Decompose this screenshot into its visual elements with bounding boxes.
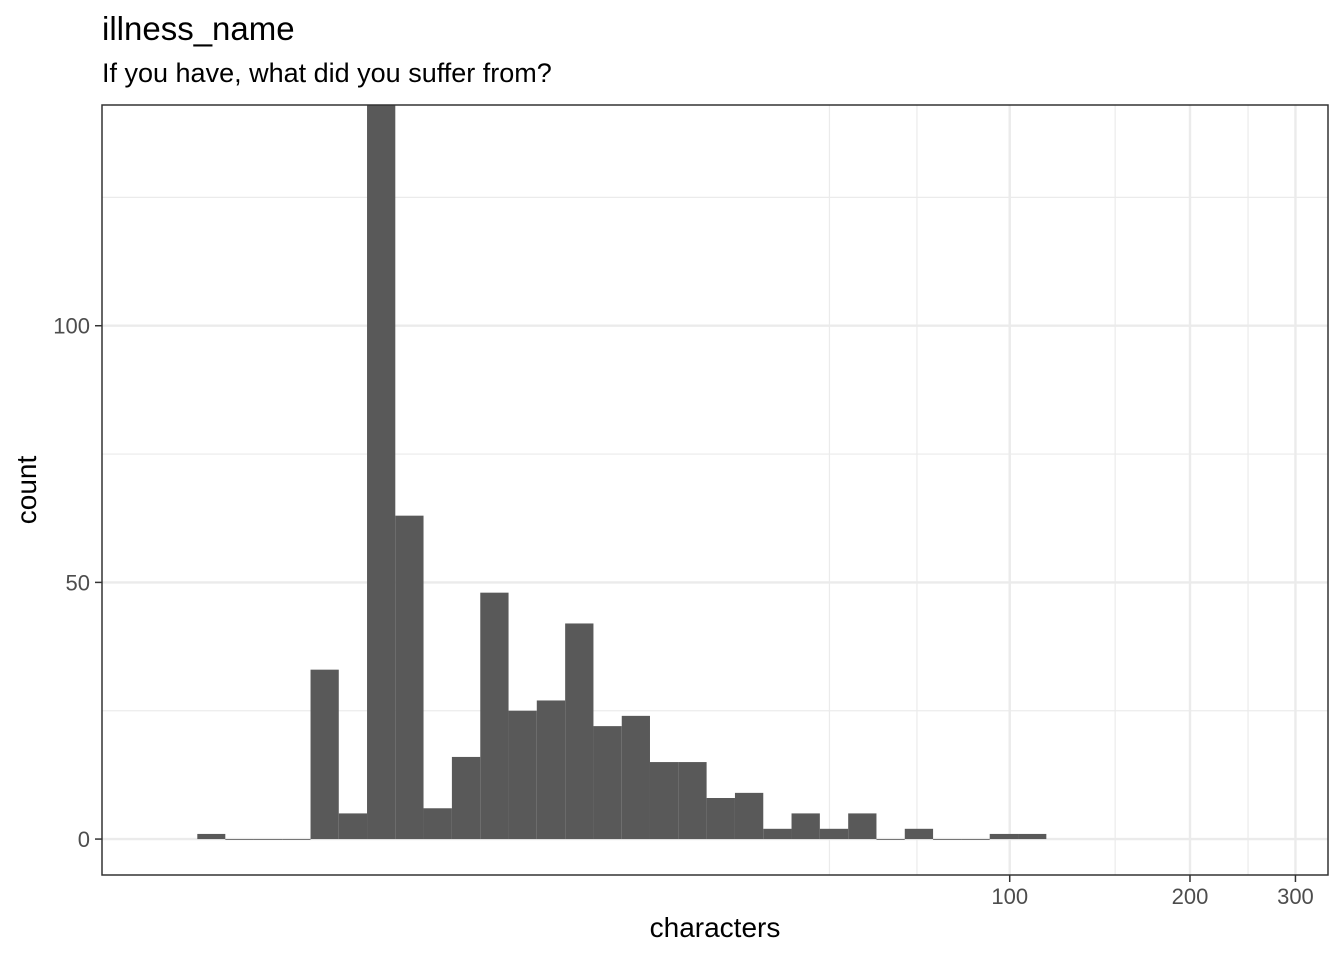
histogram-bar xyxy=(706,798,735,840)
histogram-bar xyxy=(565,623,594,840)
histogram-bar xyxy=(253,839,283,840)
plot-panel-border xyxy=(101,104,1329,876)
histogram-bars xyxy=(197,105,1047,840)
histogram-bar xyxy=(395,515,424,840)
histogram-bar xyxy=(876,839,905,840)
histogram-bar xyxy=(338,813,368,840)
histogram-bar xyxy=(649,762,679,840)
x-tick-label: 100 xyxy=(991,884,1028,909)
x-axis-title: characters xyxy=(649,912,781,943)
histogram-bar xyxy=(508,710,537,840)
histogram-bar xyxy=(848,813,877,840)
histogram-bar xyxy=(961,839,990,840)
histogram-bar xyxy=(451,756,481,840)
histogram-bar xyxy=(1018,833,1047,840)
histogram-bar xyxy=(310,669,339,840)
histogram-bar xyxy=(197,833,226,840)
y-axis-title: count xyxy=(11,455,42,525)
x-axis: 100 200 300 xyxy=(991,875,1314,909)
histogram-bar xyxy=(593,726,622,840)
histogram-bar xyxy=(989,833,1019,840)
y-tick-label: 50 xyxy=(66,570,90,595)
y-axis: 0 50 100 xyxy=(53,314,102,852)
histogram-bar xyxy=(621,715,650,840)
histogram-bar xyxy=(791,813,820,840)
histogram-bar xyxy=(678,762,707,840)
y-tick-label: 100 xyxy=(53,314,90,339)
y-tick-label: 0 xyxy=(78,827,90,852)
histogram-bar xyxy=(734,792,764,840)
plot-panel-background xyxy=(102,105,1328,875)
histogram-bar xyxy=(904,828,934,840)
x-tick-label: 300 xyxy=(1277,884,1314,909)
histogram-bar xyxy=(480,592,509,840)
x-tick-label: 200 xyxy=(1172,884,1209,909)
histogram-bar xyxy=(225,839,254,840)
grid-lines xyxy=(102,105,1328,875)
histogram-bar xyxy=(819,828,849,840)
chart-subtitle: If you have, what did you suffer from? xyxy=(102,58,552,88)
histogram-bar xyxy=(933,839,962,840)
histogram-bar xyxy=(763,828,792,840)
histogram-bar xyxy=(282,839,311,840)
histogram-bar xyxy=(536,700,566,840)
chart-title: illness_name xyxy=(102,10,295,47)
histogram-bar xyxy=(367,105,396,840)
histogram-bar xyxy=(423,808,452,840)
